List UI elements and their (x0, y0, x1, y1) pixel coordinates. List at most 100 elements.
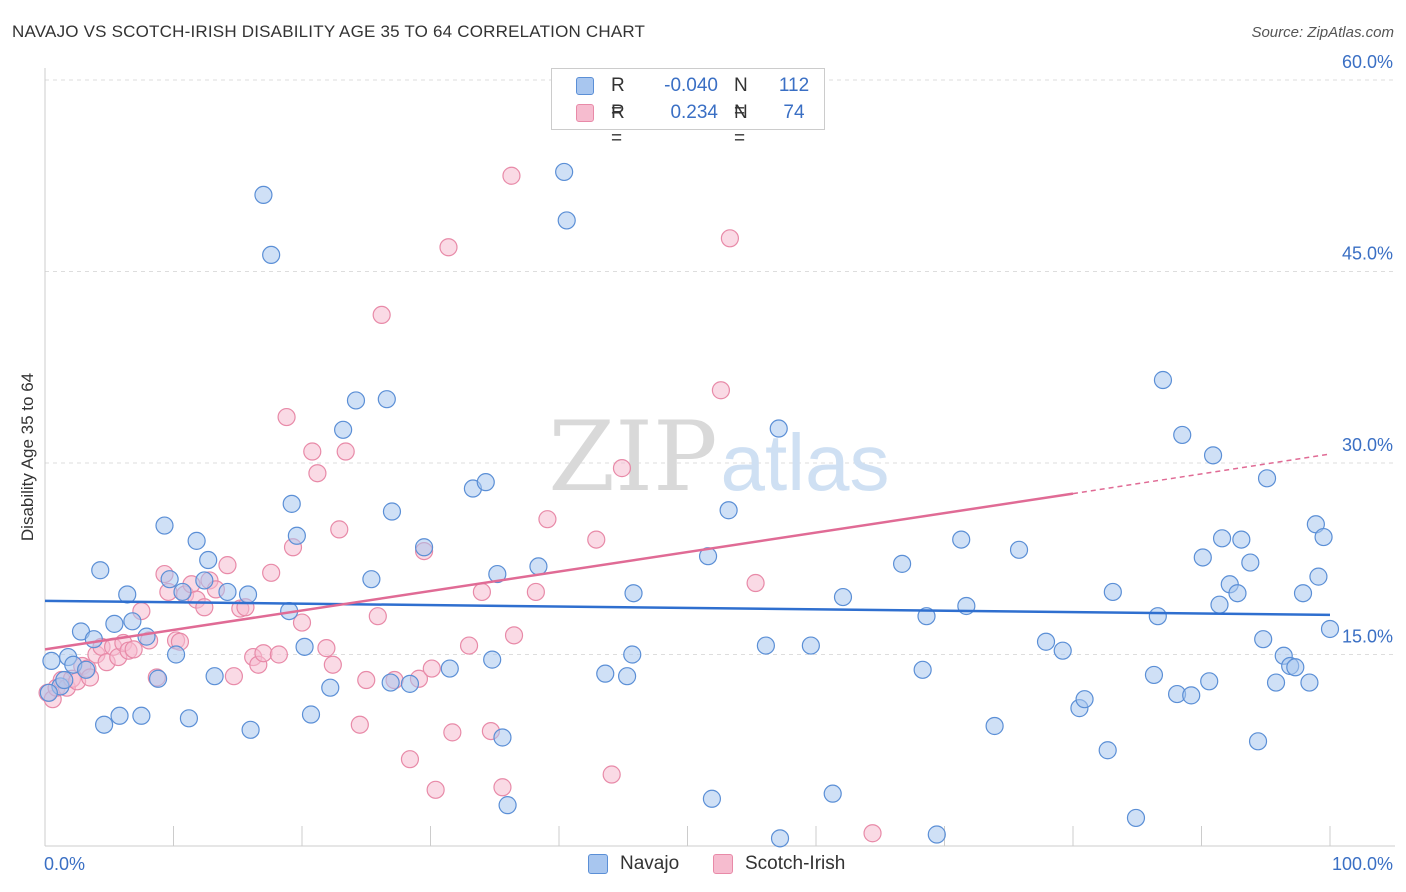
navajo-point (913, 660, 932, 679)
navajo-point (624, 584, 643, 603)
scotch-irish-point (330, 520, 349, 539)
trendlines (44, 453, 1331, 651)
navajo-point (1232, 530, 1251, 549)
navajo-point (199, 550, 218, 570)
navajo-point (555, 162, 574, 182)
y-tick-label: 30.0% (1342, 435, 1393, 455)
navajo-point (498, 796, 517, 815)
navajo-point (155, 516, 174, 535)
navajo-point (187, 531, 206, 550)
navajo-point (483, 650, 502, 669)
navajo-point (493, 728, 512, 747)
scotch-irish-point (459, 636, 479, 655)
navajo-point (1098, 741, 1117, 760)
scotch-irish-point (711, 381, 731, 400)
navajo-point (39, 683, 58, 702)
navajo-swatch (576, 77, 594, 95)
navajo-point (321, 678, 340, 697)
watermark: ZIP atlas (548, 401, 889, 513)
navajo-point (118, 585, 137, 604)
navajo-point (756, 636, 775, 655)
navajo-n-label: N = (734, 75, 748, 122)
scotch-irish-point (372, 305, 391, 325)
navajo-point (618, 667, 637, 686)
scotch-irish-point (863, 824, 882, 843)
scotch-irish-r-label: R = (611, 102, 625, 149)
navajo-point (1053, 641, 1072, 660)
scotch-irish-legend-swatch (713, 854, 733, 874)
source-label: Source: ZipAtlas.com (1251, 24, 1394, 41)
navajo-point (702, 789, 722, 808)
navajo-point (95, 715, 114, 734)
watermark-zip: ZIP (548, 401, 717, 513)
navajo-point (205, 667, 224, 686)
navajo-point (719, 501, 738, 520)
navajo-point (1200, 672, 1219, 691)
navajo-point (1210, 595, 1229, 614)
scotch-irish-point (504, 626, 524, 645)
navajo-point (1173, 425, 1192, 445)
navajo-point (1036, 632, 1056, 651)
scotch-irish-point (612, 459, 632, 478)
navajo-point (105, 614, 124, 633)
navajo-point (414, 538, 434, 557)
navajo-point (476, 473, 495, 492)
axes (44, 68, 1395, 847)
stats-legend: R = -0.040 N = 112 R = 0.234 N = 74 (551, 68, 825, 149)
scotch-irish-point (224, 667, 243, 686)
navajo-point (769, 419, 788, 438)
navajo-point (91, 561, 110, 580)
scotch-irish-point (426, 780, 445, 799)
navajo-point (1009, 540, 1029, 559)
scotch-irish-point (262, 563, 281, 582)
navajo-point (287, 526, 306, 545)
navajo-point (952, 530, 971, 549)
navajo-point (927, 825, 946, 844)
navajo-point (917, 607, 936, 626)
y-axis-label: Disability Age 35 to 64 (18, 373, 37, 541)
navajo-r-value: -0.040 (664, 75, 718, 96)
tick-labels: 15.0% 30.0% 45.0% 60.0% 0.0% 100.0% (44, 52, 1393, 874)
scotch-irish-point (368, 607, 387, 626)
navajo-point (77, 660, 96, 679)
navajo-point (1203, 446, 1223, 465)
navajo-point (334, 420, 353, 439)
navajo-point (377, 390, 396, 409)
navajo-r-label: R = (611, 75, 625, 122)
scotch-irish-point (254, 644, 273, 663)
gridlines (45, 79, 1395, 655)
navajo-point (488, 564, 507, 584)
navajo-point (1309, 567, 1328, 586)
navajo-point (55, 670, 74, 690)
scotch-irish-point (720, 229, 740, 248)
navajo-point (1126, 808, 1146, 828)
navajo-point (282, 494, 301, 513)
navajo-point (362, 570, 381, 589)
navajo-point (1153, 370, 1173, 390)
navajo-point (1257, 469, 1277, 488)
scotch-irish-point (317, 639, 336, 658)
navajo-point (148, 669, 168, 688)
scotch-irish-point (538, 510, 557, 529)
navajo-point (400, 674, 420, 693)
scotch-irish-point (269, 645, 288, 664)
navajo-point (1193, 548, 1212, 567)
scotch-irish-trendline-extension (1072, 453, 1331, 495)
navajo-point (1254, 630, 1273, 649)
navajo-point (137, 627, 156, 646)
navajo-point (123, 612, 142, 631)
scotch-irish-point (292, 613, 312, 632)
navajo-point (238, 585, 258, 604)
navajo-point (623, 645, 642, 664)
navajo-point (179, 709, 199, 728)
navajo-points (39, 162, 1340, 848)
navajo-point (892, 554, 912, 573)
navajo-point (1148, 607, 1167, 626)
y-tick-label: 45.0% (1342, 244, 1393, 264)
scotch-irish-point (526, 582, 545, 602)
scotch-irish-point (472, 582, 491, 602)
scotch-irish-point (443, 723, 462, 742)
navajo-point (381, 673, 400, 692)
navajo-point (823, 784, 842, 803)
